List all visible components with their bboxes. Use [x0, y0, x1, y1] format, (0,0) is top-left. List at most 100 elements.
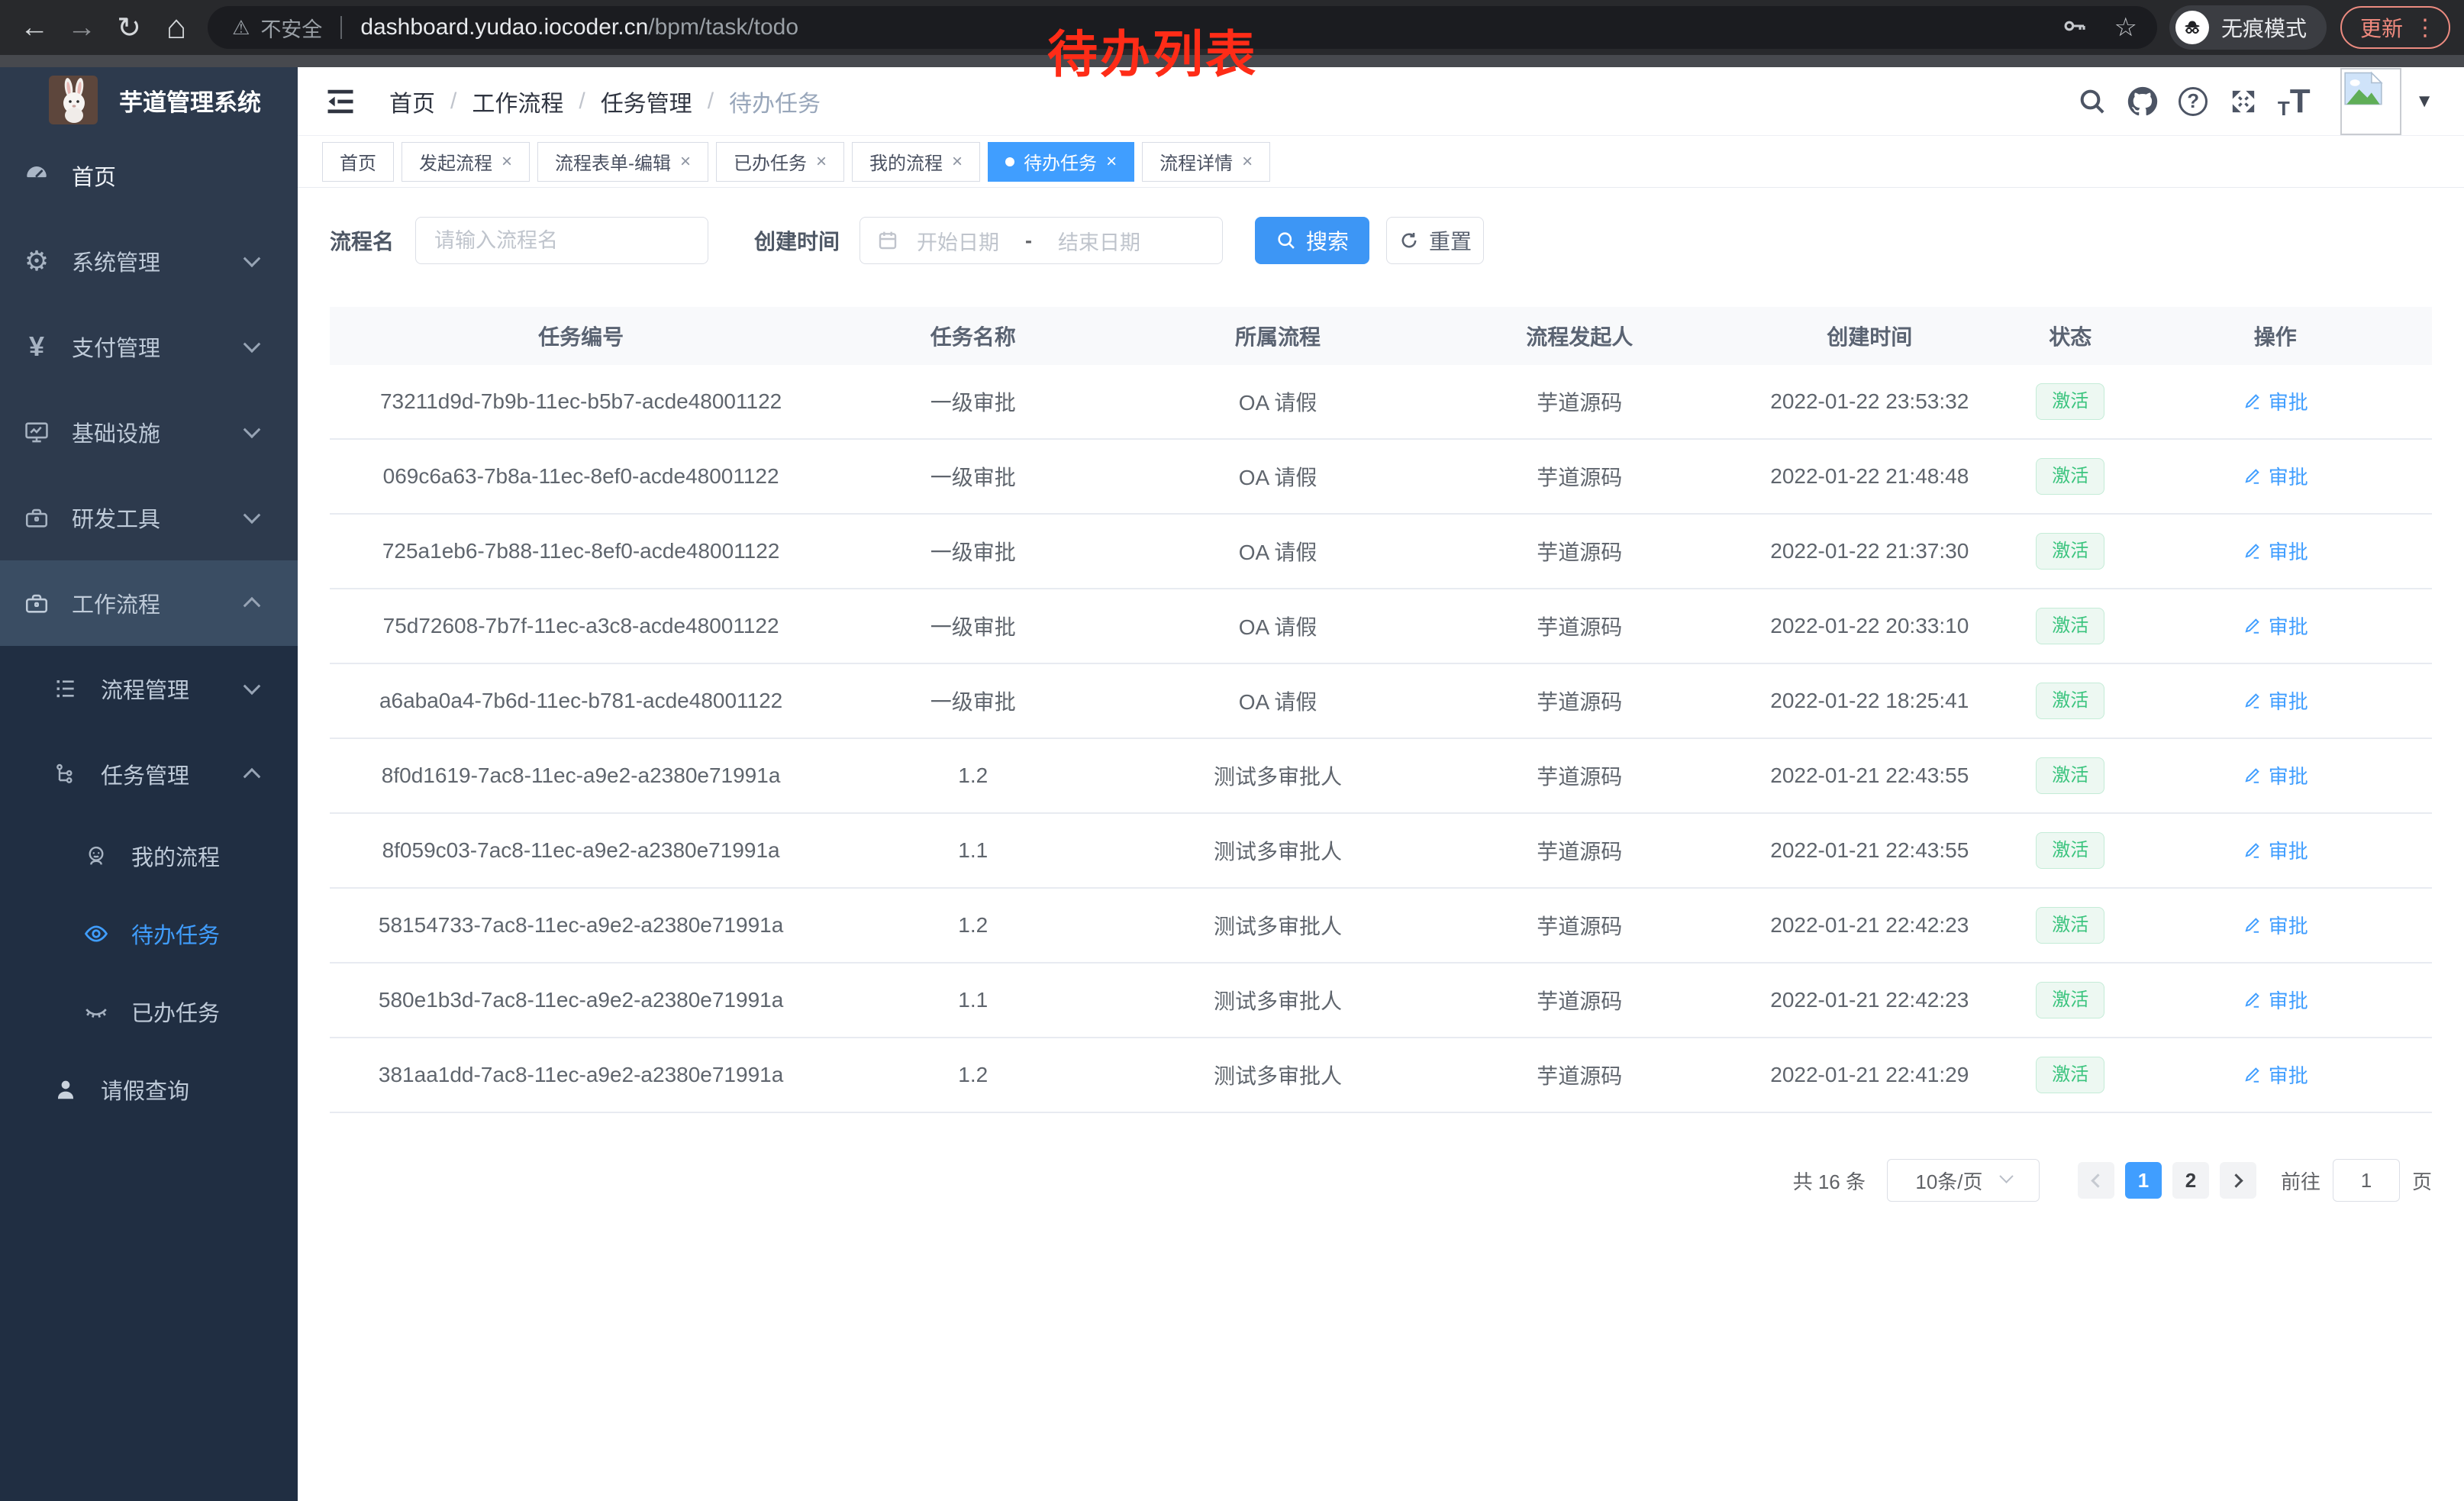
tab-process-form-edit[interactable]: 流程表单-编辑 ×: [537, 141, 709, 182]
table-row: a6aba0a4-7b6d-11ec-b781-acde48001122 一级审…: [330, 664, 2432, 739]
sidebar-item-system[interactable]: ⚙ 系统管理: [0, 218, 298, 304]
tab-process-detail[interactable]: 流程详情 ×: [1142, 141, 1271, 182]
start-date-placeholder[interactable]: 开始日期: [917, 231, 1000, 254]
reload-button[interactable]: ↻: [117, 11, 141, 44]
search-icon[interactable]: [2067, 76, 2117, 127]
approve-link[interactable]: 审批: [2243, 986, 2308, 1014]
bookmark-star-icon[interactable]: ☆: [2114, 13, 2137, 42]
update-chrome-button[interactable]: 更新 ⋮: [2340, 6, 2450, 49]
approve-link[interactable]: 审批: [2243, 836, 2308, 864]
edit-pencil-icon: [2245, 469, 2259, 484]
browser-menu-icon[interactable]: ⋮: [2414, 15, 2437, 40]
sidebar-item-infrastructure[interactable]: 基础设施: [0, 389, 298, 475]
approve-link[interactable]: 审批: [2243, 1060, 2308, 1089]
process-cell: 测试多审批人: [1214, 1064, 1343, 1088]
chevron-down-icon: [243, 506, 261, 525]
approve-link[interactable]: 审批: [2243, 612, 2308, 640]
dashboard-icon: [21, 162, 52, 189]
approve-link[interactable]: 审批: [2243, 761, 2308, 789]
close-icon[interactable]: ×: [952, 150, 963, 172]
search-button[interactable]: 搜索: [1255, 217, 1370, 264]
next-page-button[interactable]: [2219, 1162, 2256, 1199]
page-size-select[interactable]: 10条/页: [1886, 1159, 2040, 1202]
close-icon[interactable]: ×: [502, 150, 513, 172]
date-range-picker[interactable]: 开始日期 - 结束日期: [859, 217, 1224, 264]
address-bar[interactable]: ⚠ 不安全 dashboard.yudao.iocoder.cn/bpm/tas…: [208, 6, 2157, 49]
fullscreen-icon[interactable]: [2218, 76, 2269, 127]
process-cell: 测试多审批人: [1214, 765, 1343, 789]
sidebar-item-task-management[interactable]: 任务管理: [0, 731, 298, 817]
reset-button[interactable]: 重置: [1386, 217, 1485, 264]
status-cell: 激活: [2022, 982, 2119, 1018]
close-icon[interactable]: ×: [1106, 150, 1118, 172]
task-id-cell: 8f0d1619-7ac8-11ec-a9e2-a2380e71991a: [381, 763, 781, 787]
edit-pencil-icon: [2245, 768, 2259, 783]
prev-page-button[interactable]: [2077, 1162, 2114, 1199]
robot-face-icon: [81, 844, 111, 868]
github-icon[interactable]: [2117, 76, 2168, 127]
end-date-placeholder[interactable]: 结束日期: [1058, 231, 1141, 254]
sidebar-item-todo-tasks[interactable]: 待办任务: [0, 895, 298, 973]
avatar-caret-icon[interactable]: ▼: [2415, 90, 2433, 111]
task-id-cell: 725a1eb6-7b88-11ec-8ef0-acde48001122: [382, 539, 780, 563]
eye-closed-icon: [81, 999, 111, 1025]
sidebar-item-home[interactable]: 首页: [0, 133, 298, 218]
breadcrumb-home[interactable]: 首页: [389, 91, 435, 117]
avatar[interactable]: [2340, 67, 2402, 135]
sidebar-item-dev-tools[interactable]: 研发工具: [0, 475, 298, 560]
sidebar-item-workflow[interactable]: 工作流程: [0, 560, 298, 646]
chevron-down-icon: [243, 250, 261, 268]
sidebar-item-my-process[interactable]: 我的流程: [0, 817, 298, 895]
close-icon[interactable]: ×: [816, 150, 827, 172]
sidebar-collapse-icon[interactable]: [318, 79, 363, 124]
back-button[interactable]: ←: [20, 11, 49, 44]
close-icon[interactable]: ×: [680, 150, 692, 172]
annotation-todo-list-label: 待办列表: [1047, 26, 1258, 82]
breadcrumb-workflow[interactable]: 工作流程: [472, 91, 564, 117]
tab-start-process[interactable]: 发起流程 ×: [402, 141, 531, 182]
tab-todo-tasks[interactable]: 待办任务 ×: [988, 141, 1135, 182]
sidebar-item-process-management[interactable]: 流程管理: [0, 646, 298, 731]
edit-pencil-icon: [2245, 1067, 2259, 1083]
warning-icon: ⚠: [232, 15, 250, 39]
approve-link[interactable]: 审批: [2243, 686, 2308, 715]
edit-pencil-icon: [2245, 993, 2259, 1008]
approve-link[interactable]: 审批: [2243, 911, 2308, 939]
page-2-button[interactable]: 2: [2172, 1162, 2209, 1199]
toolbar-edge: [0, 55, 2464, 67]
chevron-up-icon: [243, 767, 261, 786]
approve-link[interactable]: 审批: [2243, 537, 2308, 565]
approve-link[interactable]: 审批: [2243, 387, 2308, 415]
status-badge: 激活: [2036, 533, 2105, 570]
help-icon[interactable]: ?: [2168, 76, 2218, 127]
sidebar-item-payment[interactable]: ¥ 支付管理: [0, 304, 298, 389]
total-count: 共 16 条: [1792, 1170, 1866, 1193]
task-name-cell: 1.1: [958, 838, 989, 862]
close-icon[interactable]: ×: [1242, 150, 1253, 172]
breadcrumb-task-management[interactable]: 任务管理: [600, 91, 692, 117]
sidebar-item-done-tasks[interactable]: 已办任务: [0, 973, 298, 1051]
password-key-icon[interactable]: [2062, 13, 2088, 43]
task-name-cell: 一级审批: [930, 615, 1016, 639]
sidebar-item-leave-query[interactable]: 请假查询: [0, 1051, 298, 1128]
process-cell: OA 请假: [1238, 391, 1317, 415]
chevron-down-icon: [243, 335, 261, 353]
home-button[interactable]: ⌂: [166, 8, 187, 46]
tab-my-process[interactable]: 我的流程 ×: [852, 141, 981, 182]
app-logo[interactable]: 芋道管理系统: [0, 67, 298, 133]
tab-home[interactable]: 首页: [322, 141, 394, 182]
security-label[interactable]: 不安全: [260, 18, 323, 41]
process-cell: OA 请假: [1238, 541, 1317, 564]
flow-tree-icon: [50, 762, 81, 786]
tab-done-tasks[interactable]: 已办任务 ×: [716, 141, 845, 182]
status-cell: 激活: [2022, 383, 2119, 420]
approve-link[interactable]: 审批: [2243, 462, 2308, 490]
task-name-cell: 一级审批: [930, 541, 1016, 564]
goto-page-input[interactable]: [2332, 1159, 2400, 1202]
range-separator: -: [1025, 228, 1033, 252]
page-1-button[interactable]: 1: [2124, 1162, 2162, 1199]
sidebar: 芋道管理系统 首页 ⚙ 系统管理 ¥ 支付管理: [0, 67, 298, 1501]
process-name-input[interactable]: [415, 217, 709, 264]
forward-button[interactable]: →: [67, 11, 96, 44]
